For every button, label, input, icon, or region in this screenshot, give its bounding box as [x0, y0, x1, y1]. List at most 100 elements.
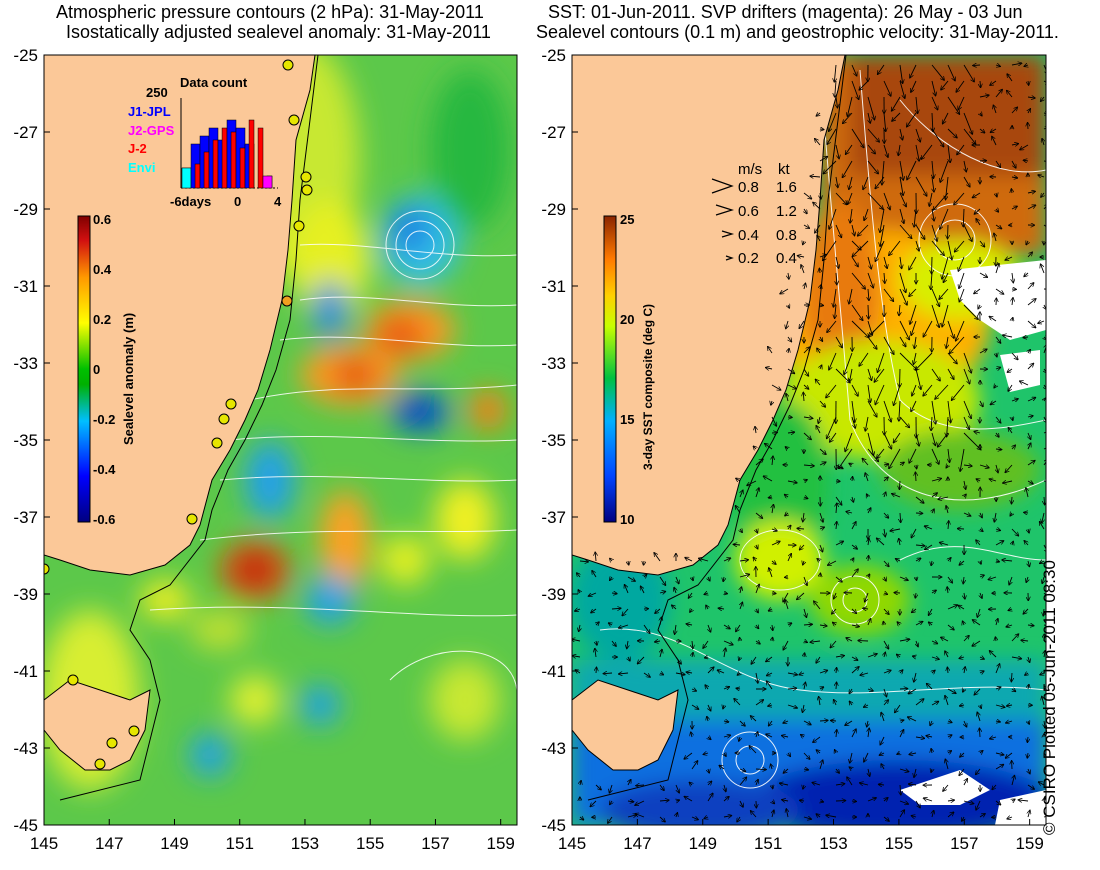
velocity-arrow — [1025, 673, 1028, 675]
velocity-arrow — [851, 304, 863, 320]
velocity-arrow — [963, 128, 976, 144]
velocity-arrow — [911, 80, 917, 92]
velocity-arrow — [946, 336, 948, 348]
velocity-arrow — [940, 208, 949, 229]
velocity-arrow — [851, 400, 855, 422]
velocity-arrow — [963, 176, 970, 187]
velocity-arrow — [976, 768, 981, 774]
velocity-arrow — [704, 593, 708, 594]
velocity-arrow — [580, 817, 583, 820]
velocity-arrow — [899, 160, 903, 180]
velocity-arrow — [995, 416, 1001, 423]
velocity-arrow — [835, 496, 842, 505]
velocity-arrow — [815, 139, 821, 146]
velocity-arrow — [734, 544, 741, 545]
velocity-arrow — [691, 689, 696, 691]
velocity-arrow — [675, 784, 679, 793]
velocity-arrow — [900, 784, 901, 795]
velocity-arrow — [842, 160, 853, 177]
velocity-arrow — [1028, 685, 1029, 690]
velocity-arrow — [596, 622, 599, 625]
velocity-arrow — [1027, 416, 1033, 417]
velocity-arrow — [865, 592, 869, 602]
x-tick-label: 157 — [421, 834, 449, 853]
velocity-arrow — [803, 720, 811, 725]
velocity-arrow — [769, 497, 772, 498]
data-count-bar-red — [212, 139, 219, 189]
velocity-arrow — [990, 317, 997, 322]
velocity-arrow — [723, 721, 728, 722]
velocity-arrow — [883, 288, 893, 301]
velocity-arrow — [914, 672, 916, 682]
velocity-arrow — [915, 558, 921, 561]
velocity-arrow — [963, 576, 964, 583]
left-map — [43, 54, 518, 826]
velocity-arrow — [1011, 528, 1018, 536]
velocity-arrow — [925, 526, 933, 529]
velocity-arrow — [740, 587, 741, 594]
velocity-arrow — [691, 732, 692, 738]
velocity-arrow — [996, 209, 998, 212]
velocity-arrow — [851, 569, 858, 578]
x-tick-label: 159 — [487, 834, 515, 853]
velocity-arrow — [931, 96, 938, 109]
velocity-arrow — [724, 753, 726, 756]
velocity-arrow — [880, 753, 885, 755]
velocity-arrow — [931, 641, 937, 644]
velocity-arrow — [608, 816, 613, 823]
x-tick-label: 149 — [689, 834, 717, 853]
velocity-arrow — [835, 256, 839, 268]
velocity-arrow — [787, 432, 794, 433]
velocity-arrow — [801, 735, 804, 737]
velocity-arrow — [915, 737, 924, 738]
velocity-arrow — [883, 608, 889, 614]
y-tick-label: -41 — [13, 662, 38, 681]
velocity-arrow — [932, 509, 934, 513]
velocity-arrow — [1043, 81, 1046, 84]
velocity-arrow — [995, 449, 1001, 450]
velocity-legend-arrows — [711, 178, 735, 261]
velocity-arrow — [964, 160, 966, 171]
velocity-arrow — [884, 798, 888, 801]
legend-arrow-0.6 — [715, 204, 735, 216]
velocity-arrow — [827, 128, 837, 144]
velocity-arrow — [947, 800, 954, 801]
velocity-arrow — [931, 493, 937, 498]
velocity-arrow — [946, 506, 948, 514]
velocity-arrow — [947, 320, 954, 338]
velocity-arrow — [1044, 345, 1046, 354]
velocity-header-kt: kt — [778, 161, 791, 178]
velocity-arrow — [957, 144, 965, 154]
velocity-arrow — [787, 384, 796, 389]
y-tick-label: -43 — [13, 739, 38, 758]
velocity-arrow — [771, 764, 772, 770]
legend-j2-gps: J2-GPS — [128, 123, 175, 138]
velocity-arrow — [963, 352, 971, 373]
velocity-arrow — [772, 561, 776, 564]
velocity-arrow — [660, 673, 663, 675]
csiro-credit: © CSIRO Plotted 05-Jun-2011 08:30 — [1040, 560, 1059, 835]
velocity-arrow — [803, 704, 804, 712]
velocity-arrow — [687, 672, 693, 673]
velocity-arrow — [1028, 432, 1031, 439]
data-count-xtick-start: -6days — [170, 194, 211, 209]
velocity-arrow — [755, 512, 762, 518]
velocity-arrow — [875, 176, 885, 188]
velocity-arrow — [942, 304, 949, 327]
y-tick-label: -27 — [13, 123, 38, 142]
velocity-arrow — [851, 80, 859, 99]
velocity-arrow — [899, 639, 909, 641]
velocity-arrow — [909, 784, 917, 785]
velocity-arrow — [828, 560, 837, 565]
velocity-arrow — [907, 160, 917, 179]
velocity-arrow — [943, 272, 949, 282]
velocity-arrow — [704, 753, 709, 754]
velocity-arrow — [879, 784, 885, 785]
velocity-arrow — [804, 480, 807, 481]
velocity-arrow — [960, 448, 965, 471]
velocity-arrow — [910, 64, 917, 78]
velocity-arrow — [816, 113, 820, 116]
velocity-arrow — [884, 528, 885, 536]
velocity-arrow — [739, 657, 740, 660]
velocity-arrow — [804, 653, 805, 657]
